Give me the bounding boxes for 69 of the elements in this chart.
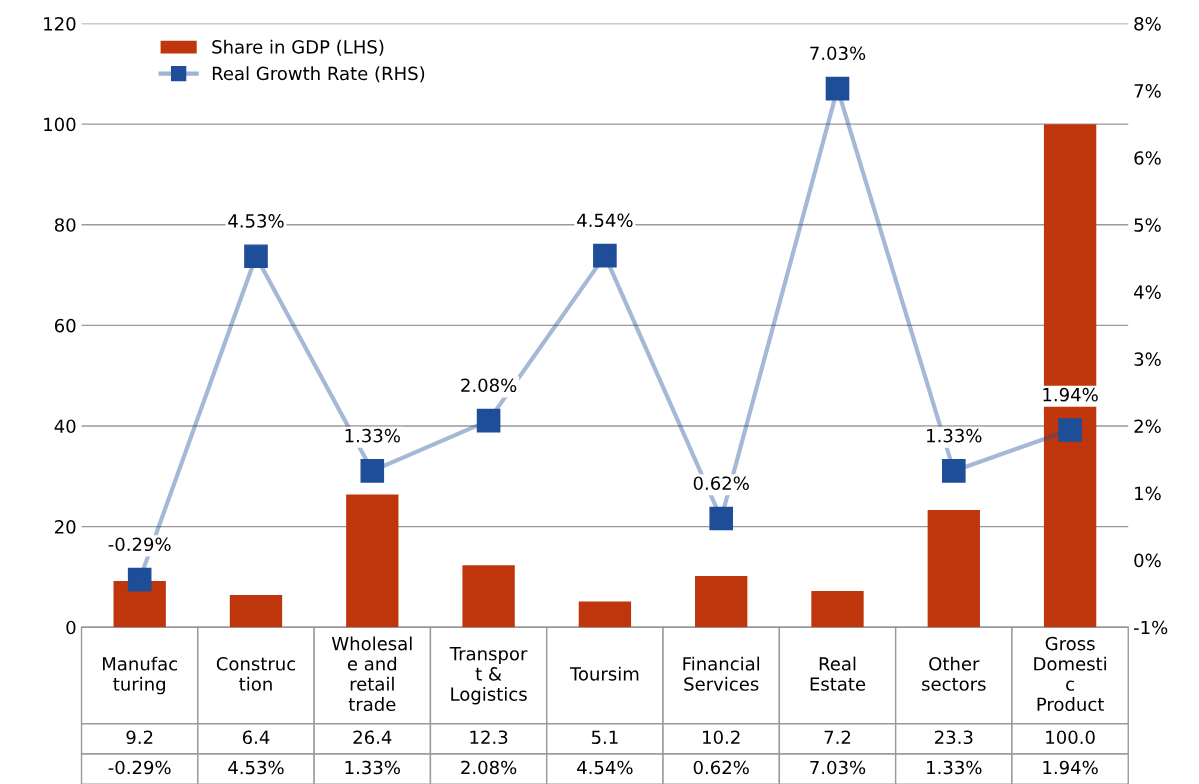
data-label: 7.2 [824,730,851,744]
point [476,408,501,433]
y2-tick-label: 6% [1134,151,1161,165]
text: 0.62% [693,476,749,491]
y2-tick-label: -1% [1134,620,1168,635]
text: 4.54% [577,213,633,228]
text: 2.08% [461,378,517,393]
y2-tick-label: 0% [1134,553,1161,568]
data-label: 26.4 [353,730,392,745]
y-tick-label: 20 [55,520,76,534]
x-tick-label: Real Estate [810,656,866,691]
point [1058,418,1082,442]
y-tick-label: 80 [54,218,76,232]
data-label: 4.53% [228,760,284,775]
y2-tick-label: 5% [1134,218,1161,232]
point [941,459,966,483]
y2-tick-label: 7% [1134,84,1161,98]
data-label: 23.3 [935,730,973,745]
y-tick-label: 60 [54,318,76,333]
data-label: -0.29% [108,760,171,775]
bar [811,590,864,628]
bar [578,601,632,628]
text: -0.29% [108,537,171,552]
data-label: 4.54% [577,760,633,775]
y-tick-label: 120 [44,16,76,31]
text: 1.94% [1043,387,1098,402]
x-tick-label: Financial Services [683,656,760,691]
bar [229,595,283,628]
data-label: 1.33% [927,760,982,775]
point [127,567,152,592]
bar [462,565,515,628]
x-tick-label: Other sectors [922,656,986,691]
y-tick-label: 100 [44,117,76,132]
y-tick-label: 40 [54,419,76,434]
point [825,76,850,101]
y2-tick-label: 3% [1134,352,1161,367]
text: 1.33% [927,428,982,443]
y2-tick-label: 1% [1135,486,1161,501]
point [709,506,734,531]
data-label: 1.33% [345,760,400,775]
data-label: 100.0 [1046,730,1095,745]
x-tick-label: Construc tion [216,656,296,691]
y-tick-label: 0 [66,620,76,635]
data-label: 0.62% [693,760,749,775]
x-tick-label: Manufac turing [103,656,177,695]
data-label: 9.2 [126,730,153,745]
bar [695,575,748,628]
y2-tick-label: 4% [1134,285,1161,299]
y2-tick-label: 8% [1134,16,1161,31]
text: 4.53% [228,214,284,228]
legend-label: Real Growth Rate (RHS) [212,66,425,83]
y2-tick-label: 2% [1134,419,1161,434]
point [244,244,268,269]
x-tick-label: Toursim [569,666,639,681]
data-label: 7.03% [810,760,866,775]
legend-label: Share in GDP (LHS) [212,39,384,56]
data-label: 5.1 [591,730,618,745]
data-label: 10.2 [703,730,740,745]
data-label: 2.08% [461,760,517,775]
text: 7.03% [810,46,866,61]
point [360,459,385,483]
data-label: 1.94% [1043,760,1098,775]
text: 1.33% [345,428,400,443]
x-tick-label: Gross Domesti c Product [1034,636,1106,712]
data-label: 12.3 [470,730,508,745]
data-label: 6.4 [242,730,270,745]
point [593,243,617,268]
x-tick-label: Transpor t & Logistics [449,647,528,705]
x-tick-label: Wholesal e and retail trade [331,636,412,712]
